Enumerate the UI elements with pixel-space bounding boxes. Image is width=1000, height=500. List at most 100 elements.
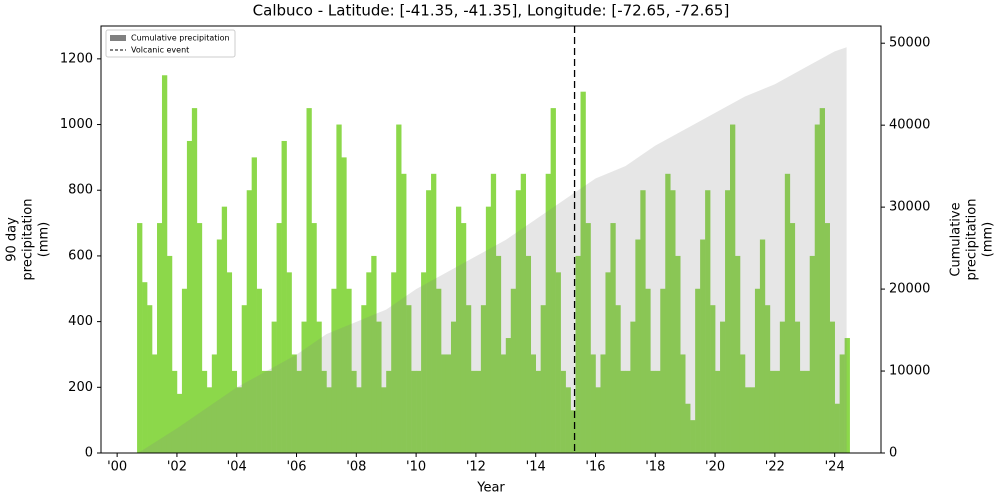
bar <box>595 387 601 453</box>
bar <box>725 190 731 453</box>
bar <box>774 370 781 453</box>
bar <box>341 157 347 453</box>
bar <box>450 321 457 453</box>
bar <box>495 255 502 453</box>
bar <box>824 223 830 453</box>
bar <box>620 370 626 453</box>
bar <box>455 206 462 453</box>
bar <box>436 288 442 453</box>
bar <box>411 370 417 453</box>
bar <box>316 321 322 453</box>
bar <box>739 354 746 453</box>
bar <box>510 288 517 453</box>
bar <box>306 108 312 453</box>
plot-frame <box>100 25 882 454</box>
bar <box>171 370 178 453</box>
bar <box>535 370 541 453</box>
bar <box>465 305 472 453</box>
y-tick-label: 200 <box>68 380 93 395</box>
bar <box>605 272 611 453</box>
bar <box>580 91 586 453</box>
y-tick-label: 1000 <box>60 117 93 132</box>
bar <box>819 108 825 453</box>
bar <box>236 387 243 453</box>
bar <box>351 370 357 453</box>
x-tick-label: '16 <box>585 460 605 475</box>
legend-label: Cumulative precipitation <box>131 34 230 43</box>
bar <box>251 157 257 453</box>
bar <box>695 288 701 453</box>
bar <box>744 387 751 453</box>
bar <box>356 387 362 453</box>
y-tick-label: 800 <box>68 183 93 198</box>
legend-swatch <box>110 35 126 41</box>
bar <box>655 370 661 453</box>
bar <box>759 239 766 453</box>
cumulative-area <box>138 47 847 453</box>
y-tick-label: 400 <box>68 314 93 329</box>
chart-title: Calbuco - Latitude: [-41.35, -41.35], Lo… <box>253 2 730 20</box>
bar <box>326 387 332 453</box>
bar <box>137 223 143 453</box>
bar <box>735 255 741 453</box>
bar <box>685 403 691 453</box>
bar <box>401 173 407 454</box>
bar <box>530 354 537 453</box>
bar <box>196 223 203 453</box>
bar <box>321 370 327 453</box>
bar <box>670 190 676 453</box>
bar <box>281 140 287 453</box>
x-axis-label: Year <box>476 481 505 496</box>
bar <box>839 354 845 453</box>
legend-box <box>105 29 236 58</box>
bar <box>555 272 561 453</box>
y-axis-label: (mm) <box>37 222 52 257</box>
bar <box>261 370 267 453</box>
bar <box>834 403 840 453</box>
bar <box>640 190 646 453</box>
y2-tick-label: 0 <box>889 446 897 461</box>
bar <box>441 354 447 453</box>
bar <box>705 190 711 453</box>
bar <box>809 255 816 453</box>
bar <box>799 370 806 453</box>
bar <box>630 321 636 453</box>
bar <box>520 173 527 454</box>
bar <box>161 75 168 454</box>
bar <box>764 305 771 453</box>
x-tick-label: '06 <box>286 460 306 475</box>
x-tick-label: '10 <box>406 460 426 475</box>
bar <box>844 338 850 453</box>
bar <box>645 288 651 453</box>
bar <box>266 370 272 453</box>
bar <box>331 288 337 453</box>
bar <box>301 321 307 453</box>
bar <box>829 321 835 453</box>
bar <box>470 370 477 453</box>
bar <box>475 370 482 453</box>
bar <box>386 370 392 453</box>
bar <box>749 387 756 453</box>
x-tick-label: '18 <box>645 460 665 475</box>
bar <box>211 354 218 453</box>
bar <box>246 190 252 453</box>
bar <box>794 321 801 453</box>
bar <box>221 206 228 453</box>
y2-tick-label: 50000 <box>889 36 930 51</box>
bar <box>675 255 681 453</box>
bar <box>550 108 556 453</box>
bar <box>615 305 621 453</box>
y2-tick-label: 20000 <box>889 282 930 297</box>
bar <box>500 354 507 453</box>
bar <box>431 173 437 454</box>
x-tick-label: '14 <box>526 460 546 475</box>
bar <box>181 288 188 453</box>
x-tick-label: '08 <box>346 460 366 475</box>
bar <box>286 272 292 453</box>
bar <box>575 255 581 453</box>
bar <box>381 387 387 453</box>
y2-axis-label: precipitation <box>965 199 980 281</box>
bar <box>784 173 791 454</box>
x-tick-label: '24 <box>825 460 845 475</box>
